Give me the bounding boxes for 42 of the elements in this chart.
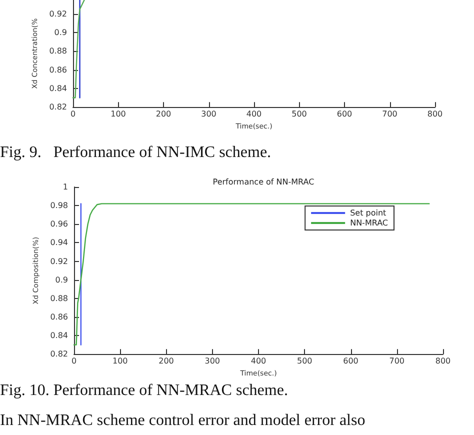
caption: Fig. 9. Performance of NN-IMC scheme. xyxy=(0,144,272,162)
x-tick-label: 300 xyxy=(204,356,220,366)
y-tick-label: 1 xyxy=(62,182,68,192)
y-tick-label: 0.94 xyxy=(50,238,68,248)
y-tick-label: 0.82 xyxy=(49,102,67,112)
x-tick-label: 200 xyxy=(156,110,172,119)
y-tick-label: 0.86 xyxy=(50,312,68,322)
x-tick-label: 700 xyxy=(382,110,398,119)
y-tick-label: 0.92 xyxy=(49,9,67,18)
y-tick-label: 0.84 xyxy=(50,331,68,340)
y-tick-label: 0.86 xyxy=(49,65,67,74)
chart-title: Performance of NN-MRAC xyxy=(212,178,315,186)
caption: Fig. 10. Performance of NN-MRAC scheme. xyxy=(0,382,288,400)
x-tick-label: 0 xyxy=(70,110,76,119)
x-tick-label: 400 xyxy=(246,110,262,119)
x-tick-label: 100 xyxy=(112,356,128,366)
y-tick-label: 0.82 xyxy=(50,350,68,359)
y-tick-label: 0.9 xyxy=(54,28,67,38)
x-tick-label: 500 xyxy=(292,110,307,119)
x-tick-label: 700 xyxy=(389,356,405,366)
x-tick-label: 500 xyxy=(296,356,312,366)
x-tick-label: 600 xyxy=(336,110,352,119)
x-tick-label: 400 xyxy=(250,356,266,366)
x-tick-label: 300 xyxy=(201,110,216,119)
y-tick-label: 0.88 xyxy=(50,294,68,303)
legend-label: Set point xyxy=(350,208,386,218)
y-tick-label: 0.88 xyxy=(49,46,67,56)
y-tick-label: 0.96 xyxy=(50,220,68,229)
x-tick-label: 800 xyxy=(435,356,451,366)
line-series xyxy=(72,0,85,98)
line-series xyxy=(73,203,430,346)
x-tick-label: 800 xyxy=(427,110,443,119)
y-tick-label: 0.92 xyxy=(50,256,68,266)
y-tick-label: 0.84 xyxy=(49,84,67,93)
y-tick-label: 0.9 xyxy=(55,275,68,284)
y-tick-label: 0.98 xyxy=(50,201,68,210)
x-tick-label: 200 xyxy=(158,356,174,366)
text: In NN-MRAC scheme control error and model error also xyxy=(0,412,366,430)
x-tick-label: 600 xyxy=(343,356,358,366)
x-tick-label: 0 xyxy=(71,356,77,366)
legend-label: NN-MRAC xyxy=(350,218,388,228)
x-tick-label: 100 xyxy=(110,110,126,119)
